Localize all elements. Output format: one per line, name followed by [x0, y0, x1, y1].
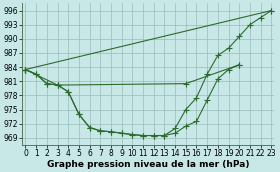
- X-axis label: Graphe pression niveau de la mer (hPa): Graphe pression niveau de la mer (hPa): [47, 159, 249, 169]
